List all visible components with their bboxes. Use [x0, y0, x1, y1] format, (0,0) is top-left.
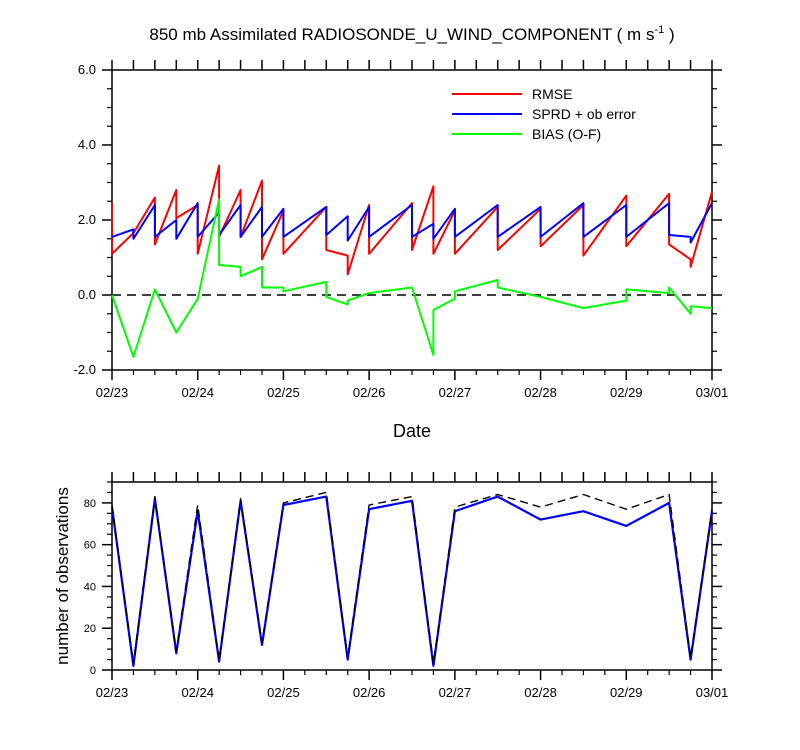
figure: 850 mb Assimilated RADIOSONDE_U_WIND_COM… — [0, 0, 800, 750]
x-tick-label: 02/23 — [96, 385, 129, 400]
title-superscript: -1 — [654, 24, 664, 36]
x-tick-label: 02/29 — [610, 685, 643, 700]
x-tick-label: 02/29 — [610, 385, 643, 400]
observations-assimilated-line — [112, 497, 712, 666]
y-tick-label: 0.0 — [78, 287, 96, 302]
x-tick-label: 02/28 — [524, 385, 557, 400]
observations-possible-line — [112, 492, 712, 663]
x-tick-label: 02/27 — [439, 385, 472, 400]
y-tick-label: 60 — [84, 540, 96, 552]
x-tick-label: 02/24 — [181, 685, 214, 700]
x-tick-label: 02/25 — [267, 385, 300, 400]
bottom-series — [112, 492, 712, 665]
x-tick-label: 02/26 — [353, 385, 386, 400]
legend-label: BIAS (O-F) — [532, 126, 601, 142]
y-tick-label: 80 — [84, 498, 96, 510]
x-tick-label: 02/25 — [267, 685, 300, 700]
y-tick-label: 2.0 — [78, 212, 96, 227]
legend-label: SPRD + ob error — [532, 106, 636, 122]
bottom-panel: 02/23 02/24 02/25 02/26 02/27 02/28 02/29 03/01… — [53, 472, 728, 700]
x-axis-label: Date — [393, 421, 431, 441]
top-series — [112, 166, 712, 357]
x-tick-label: 02/28 — [524, 685, 557, 700]
chart-title: 850 mb Assimilated RADIOSONDE_U_WIND_COM… — [149, 24, 674, 44]
y-tick-label: 20 — [84, 623, 96, 635]
y-axis-label-observations: number of observations — [53, 487, 72, 665]
x-tick-label: 03/01 — [696, 385, 729, 400]
y-tick-label: 4.0 — [78, 137, 96, 152]
x-tick-label: 02/26 — [353, 685, 386, 700]
top-panel: 02/23 02/24 02/25 02/26 02/27 02/28 02/29 03/01… — [74, 60, 729, 441]
y-tick-label: 40 — [84, 581, 96, 593]
x-tick-label: 02/24 — [181, 385, 214, 400]
legend-label: RMSE — [532, 86, 572, 102]
y-tick-label: 0 — [90, 665, 96, 677]
y-tick-label: 6.0 — [78, 62, 96, 77]
legend: RMSE SPRD + ob error BIAS (O-F) — [452, 86, 636, 142]
y-tick-label: -2.0 — [74, 362, 96, 377]
x-tick-label: 02/27 — [439, 685, 472, 700]
bottom-plot-frame — [112, 482, 712, 670]
x-tick-label: 03/01 — [696, 685, 729, 700]
x-tick-label: 02/23 — [96, 685, 129, 700]
bottom-ticks: 02/23 02/24 02/25 02/26 02/27 02/28 02/29 03/01… — [84, 472, 729, 700]
title-end: ) — [664, 25, 674, 44]
